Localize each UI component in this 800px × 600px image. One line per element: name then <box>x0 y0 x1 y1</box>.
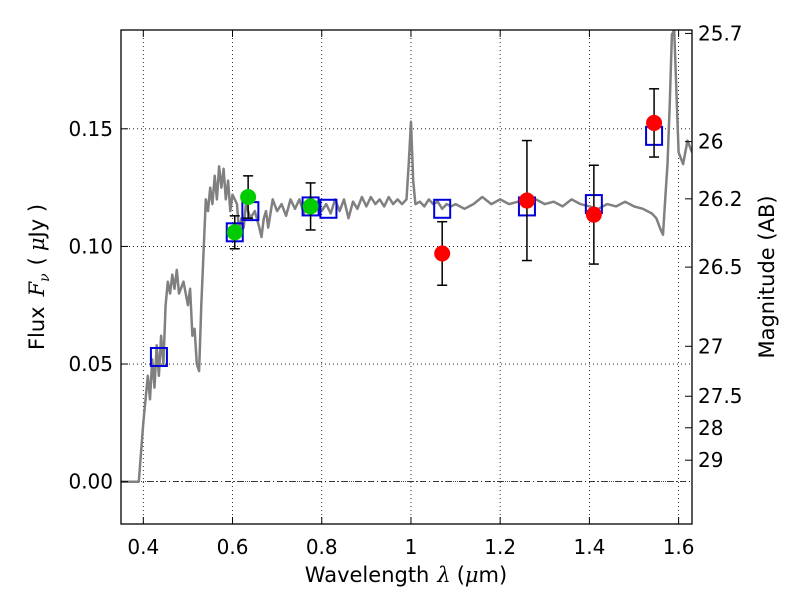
model-point <box>319 198 338 219</box>
green-point <box>226 224 243 241</box>
y2-tick-label: 26 <box>698 130 723 154</box>
red-point <box>434 245 451 262</box>
x-tick-label: 1 <box>405 535 418 559</box>
x-axis-title: Wavelength λ (μm) <box>305 563 507 587</box>
series-group <box>121 30 692 483</box>
y2-tick-label: 27.5 <box>698 384 743 408</box>
model-point <box>149 346 168 367</box>
x-tick-label: 1.4 <box>573 535 605 559</box>
y-tick-label: 0.05 <box>68 352 113 376</box>
x-tick-label: 0.6 <box>217 535 249 559</box>
y2-tick-label: 28 <box>698 416 723 440</box>
y2-tick-label: 27 <box>698 334 723 358</box>
x-tick-label: 1.2 <box>484 535 516 559</box>
y-axis-title: FluxFν(μJy ) <box>25 204 53 350</box>
y-tick-label: 0.15 <box>68 117 113 141</box>
model-spectrum-line <box>121 30 692 483</box>
y2-tick-label: 25.7 <box>698 21 743 45</box>
y-tick-label: 0.10 <box>68 234 113 258</box>
model-point <box>433 198 452 219</box>
plot-background <box>121 30 692 524</box>
plot-frame <box>120 29 693 525</box>
red-points-group <box>434 114 663 262</box>
y2-axis-title: Magnitude (AB) <box>755 195 779 358</box>
x-tick-label: 0.8 <box>306 535 338 559</box>
red-point <box>518 192 535 209</box>
red-point <box>646 114 663 131</box>
green-point <box>302 198 319 215</box>
red-point <box>585 206 602 223</box>
green-points-group <box>226 189 319 241</box>
y-tick-labels: 0.00 0.05 0.10 0.15 <box>68 117 113 494</box>
x-tick-labels: 0.4 0.6 0.8 1 1.2 1.4 1.6 <box>127 535 694 559</box>
x-tick-label: 1.6 <box>663 535 695 559</box>
green-point <box>240 189 257 206</box>
y2-tick-label: 29 <box>698 448 723 472</box>
y2-tick-label: 26.2 <box>698 187 743 211</box>
y2-tick-label: 26.5 <box>698 255 743 279</box>
y2-tick-labels: 25.7 26 26.2 26.5 27 27.5 28 29 <box>698 21 743 472</box>
tick-marks <box>121 30 692 524</box>
y-tick-label: 0.00 <box>68 470 113 494</box>
x-tick-label: 0.4 <box>127 535 159 559</box>
